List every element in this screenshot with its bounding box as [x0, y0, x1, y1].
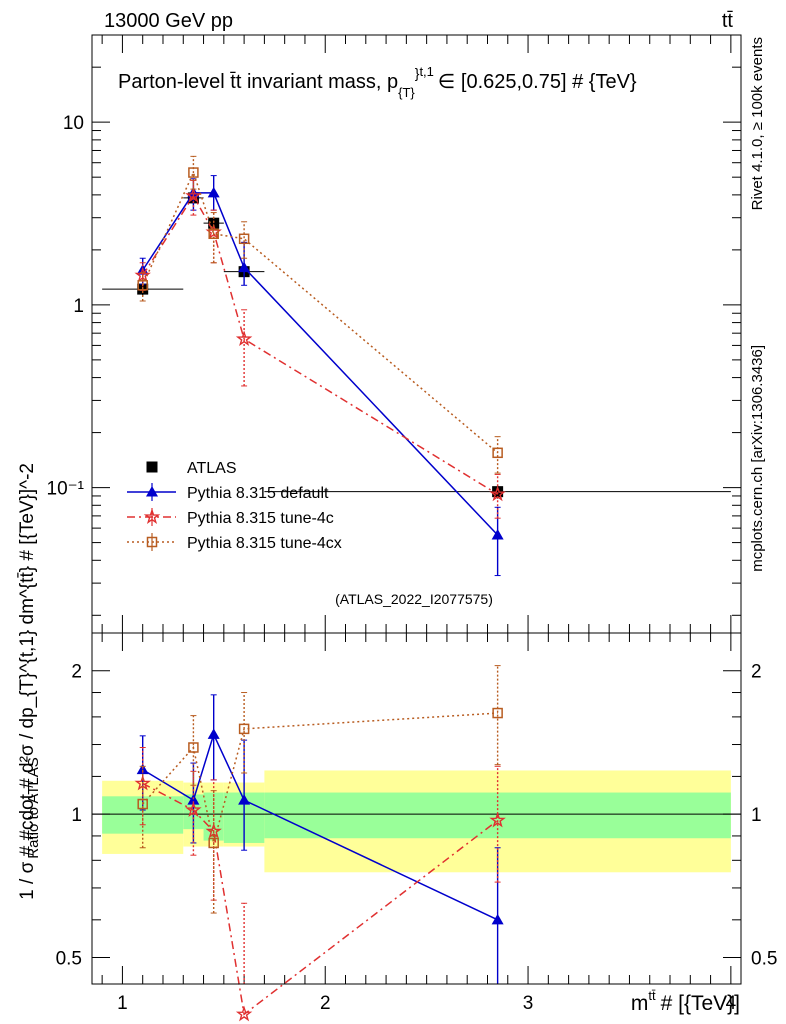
header-left: 13000 GeV pp [104, 10, 233, 32]
atlas-data-point [208, 217, 220, 229]
ratio-y-tick-label: 1 [751, 805, 762, 826]
ratio-ylabel: Ratio to ATLAS [25, 757, 42, 858]
ratio-x-tick-label: 4 [726, 993, 737, 1014]
ratio-data-point [205, 822, 222, 839]
legend-item: Pythia 8.315 tune-4cx [127, 533, 342, 552]
ratio-data-point [136, 763, 149, 775]
main-y-tick-label: 10⁻¹ [47, 479, 85, 500]
series-line [142, 192, 499, 536]
legend-item: Pythia 8.315 default [127, 483, 329, 502]
ratio-data-point [238, 723, 250, 735]
ratio-series-pythia-8-315-tune-4cx [137, 665, 503, 914]
data-point [185, 187, 202, 203]
legend-item: ATLAS [146, 460, 237, 477]
ratio-data-point [238, 794, 251, 805]
ratio-data-point [187, 794, 200, 805]
legend-marker [146, 461, 158, 473]
rivet-label: Rivet 4.1.0, ≥ 100k events [749, 37, 766, 210]
legend-item: Pythia 8.315 tune-4c [127, 508, 334, 527]
data-point [137, 280, 148, 291]
data-point [238, 233, 250, 245]
ratio-data-point [491, 913, 504, 925]
legend-label: ATLAS [187, 460, 237, 477]
header-right: tt̄ [722, 10, 734, 32]
ratio-data-point [489, 811, 506, 828]
ratio-data-point [208, 837, 219, 849]
main-y-tick-label: 1 [73, 296, 84, 317]
ratio-xlabel: mtt̄ # [{TeV}] [631, 988, 740, 1015]
ratio-data-point [188, 742, 199, 753]
ratio-frame [91, 632, 742, 985]
legend-marker [146, 486, 158, 497]
data-point [238, 261, 251, 273]
ratio-y-tick-label: 2 [751, 662, 762, 683]
ratio-data-point [185, 801, 202, 818]
ratio-x-tick-label: 1 [117, 993, 128, 1014]
data-point [489, 485, 506, 502]
ratio-data-point [207, 728, 220, 739]
legend-label: Pythia 8.315 tune-4c [187, 510, 334, 527]
ratio-series-line [142, 712, 498, 844]
ratio-x-tick-label: 2 [320, 993, 331, 1014]
ratio-data-point [492, 707, 503, 719]
series-pythia-8-315-tune-4cx [137, 155, 503, 474]
data-point [188, 167, 199, 178]
main-panel: 10⁻¹ 1 10 Parton-level t̄t invariant mass,… [47, 34, 742, 634]
main-y-tick-label: 10 [63, 113, 84, 134]
legend-marker [146, 536, 158, 548]
data-point [134, 266, 151, 283]
ratio-y-tick-label: 1 [71, 805, 82, 826]
data-point [235, 330, 253, 346]
series-atlas [102, 191, 731, 499]
ratio-series-pythia-8-315-default [136, 694, 504, 984]
ratio-x-tick-label: 3 [523, 993, 534, 1014]
data-point [491, 529, 504, 540]
atlas-data-point [492, 486, 504, 498]
ratio-y-tick-label: 2 [71, 662, 82, 683]
ratio-y-tick-label: 0.5 [56, 949, 82, 970]
data-point [208, 228, 219, 240]
data-point [187, 186, 200, 198]
legend: ATLAS Pythia 8.315 default Pythia 8.315 tu… [127, 460, 342, 552]
data-point [492, 447, 503, 459]
watermark: (ATLAS_2022_I2077575) [335, 591, 493, 607]
main-ylabel: 1 / σ # #cdot # d²σ / dp_{T}^{t,1} dm^{t… [17, 463, 38, 900]
data-point [207, 186, 220, 198]
series-line [142, 194, 499, 495]
ratio-data-point [137, 798, 148, 810]
legend-marker [143, 508, 161, 525]
ratio-y-tick-label: 0.5 [751, 949, 777, 970]
main-title: Parton-level t̄t invariant mass, p{T}}t,… [118, 64, 637, 100]
legend-label: Pythia 8.315 tune-4cx [187, 535, 342, 552]
ratio-panel: 0.5 0.5 1 1 2 2 1 2 3 4 Ratio to ATLAS mtt̄ # [{Te… [25, 632, 777, 1022]
legend-label: Pythia 8.315 default [187, 485, 329, 502]
series-line [142, 170, 499, 454]
ratio-data-point [235, 1005, 253, 1022]
ratio-series-line [142, 782, 499, 1016]
mcplots-label: mcplots.cern.ch [arXiv:1306.3436] [749, 345, 766, 572]
